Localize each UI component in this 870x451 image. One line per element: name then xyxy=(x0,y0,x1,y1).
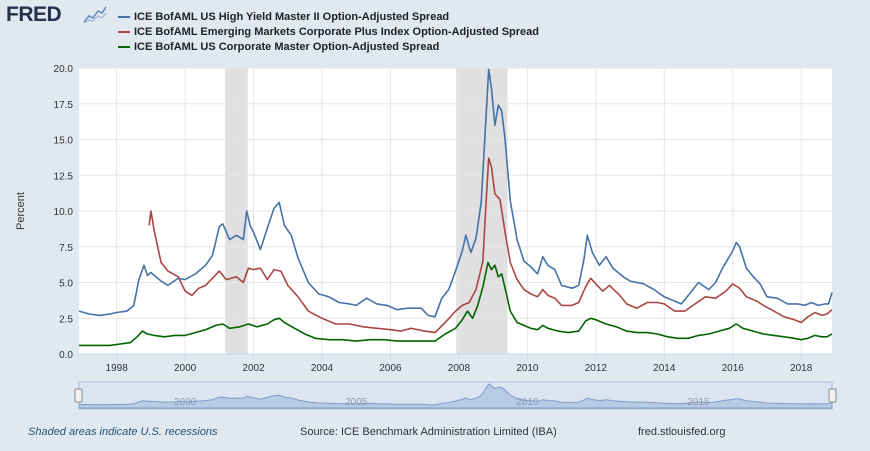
legend-item-corporate[interactable]: ICE BofAML US Corporate Master Option-Ad… xyxy=(118,39,539,54)
series-lines xyxy=(78,68,833,347)
legend-swatch-corporate xyxy=(118,45,130,48)
series-line-corporate[interactable] xyxy=(79,261,833,347)
x-tick-label: 2014 xyxy=(653,363,676,374)
legend-swatch-emerging xyxy=(118,30,130,33)
legend-item-emerging[interactable]: ICE BofAML Emerging Markets Corporate Pl… xyxy=(118,24,539,39)
x-tick-label: 2000 xyxy=(174,363,197,374)
x-tick-label: 2018 xyxy=(790,363,813,374)
x-tick-label: 2012 xyxy=(585,363,608,374)
y-tick-label: 7.5 xyxy=(59,243,73,254)
chart-legend: ICE BofAML US High Yield Master II Optio… xyxy=(118,9,539,54)
x-tick-label: 2010 xyxy=(516,363,539,374)
source-note: Source: ICE Benchmark Administration Lim… xyxy=(300,426,557,438)
x-tick-label: 2002 xyxy=(242,363,265,374)
legend-label-high-yield: ICE BofAML US High Yield Master II Optio… xyxy=(134,10,450,23)
y-tick-label: 2.5 xyxy=(59,314,73,325)
legend-label-corporate: ICE BofAML US Corporate Master Option-Ad… xyxy=(134,40,440,53)
navigator[interactable]: 2000 2005 2010 2015 xyxy=(74,381,837,410)
navigator-label: 2000 xyxy=(174,397,197,408)
recession-note: Shaded areas indicate U.S. recessions xyxy=(28,426,218,438)
y-axis-label: Percent xyxy=(15,192,27,230)
y-tick-label: 5.0 xyxy=(59,279,73,290)
fred-url-link[interactable]: fred.stlouisfed.org xyxy=(638,426,726,438)
y-tick-label: 20.0 xyxy=(54,64,74,75)
y-tick-label: 15.0 xyxy=(54,136,74,147)
series-line-high-yield[interactable] xyxy=(78,68,833,318)
navigator-label: 2005 xyxy=(345,397,368,408)
series-line-emerging[interactable] xyxy=(148,157,833,334)
fred-sparkline-icon xyxy=(83,6,107,24)
x-tick-label: 2016 xyxy=(722,363,745,374)
x-tick-label: 2004 xyxy=(311,363,334,374)
y-tick-label: 0.0 xyxy=(59,350,73,361)
navigator-left-handle[interactable] xyxy=(74,388,83,403)
navigator-right-handle[interactable] xyxy=(828,388,837,403)
x-tick-label: 1998 xyxy=(106,363,129,374)
navigator-labels: 2000 2005 2010 2015 xyxy=(174,397,710,408)
y-tick-label: 10.0 xyxy=(54,207,74,218)
navigator-series-area xyxy=(78,383,833,409)
y-tick-label: 12.5 xyxy=(54,171,74,182)
legend-swatch-high-yield xyxy=(118,15,130,18)
navigator-label: 2015 xyxy=(687,397,710,408)
x-axis-ticks: 1998 2000 2002 2004 2006 2008 2010 2012 2014 2016… xyxy=(79,353,832,374)
legend-label-emerging: ICE BofAML Emerging Markets Corporate Pl… xyxy=(134,25,540,38)
legend-item-high-yield[interactable]: ICE BofAML US High Yield Master II Optio… xyxy=(118,9,539,24)
fred-logo[interactable]: FRED xyxy=(6,3,62,26)
x-tick-label: 2008 xyxy=(448,363,471,374)
y-axis-ticks: 0.0 2.5 5.0 7.5 10.0 12.5 15.0 17.5 20.0 xyxy=(54,64,74,361)
y-tick-label: 17.5 xyxy=(54,100,74,111)
x-tick-label: 2006 xyxy=(379,363,402,374)
navigator-label: 2010 xyxy=(516,397,539,408)
